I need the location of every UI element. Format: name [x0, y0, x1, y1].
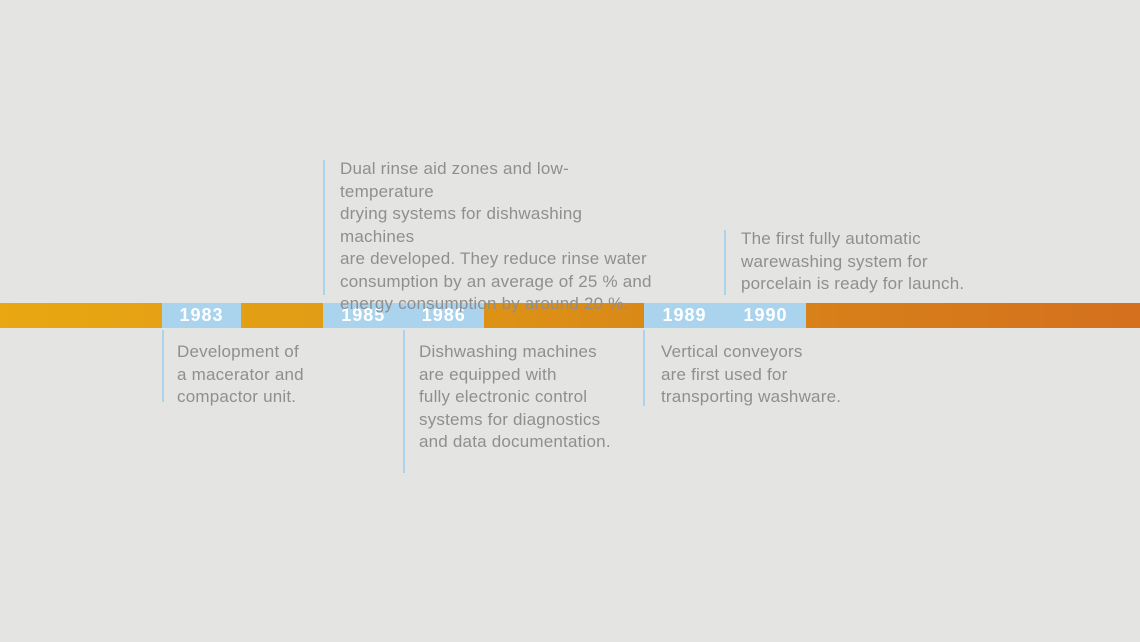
year-label-1986: 1986 [421, 305, 466, 325]
event-description-1983: Development of a macerator and compactor… [177, 342, 304, 406]
event-description-1986: Dishwashing machines are equipped with f… [419, 342, 611, 451]
year-label-1989: 1989 [662, 305, 707, 325]
event-description-1985: Dual rinse aid zones and low-temperature… [340, 159, 652, 313]
connector-line-1983 [162, 330, 164, 402]
timeline-segment-1989-1990: 1989 1990 [644, 303, 806, 328]
connector-line-1989 [643, 330, 645, 406]
connector-line-1985 [323, 160, 325, 295]
year-label-1983: 1983 [179, 305, 224, 325]
connector-line-1986 [403, 330, 405, 473]
event-description-1990: The first fully automatic warewashing sy… [741, 229, 965, 293]
event-description-1989: Vertical conveyors are first used for tr… [661, 342, 842, 406]
year-label-1985: 1985 [341, 305, 386, 325]
year-label-1990: 1990 [743, 305, 788, 325]
timeline-segment-1983: 1983 [162, 303, 241, 328]
timeline-segment-1985-1986: 1985 1986 [323, 303, 484, 328]
connector-line-1990 [724, 230, 726, 295]
